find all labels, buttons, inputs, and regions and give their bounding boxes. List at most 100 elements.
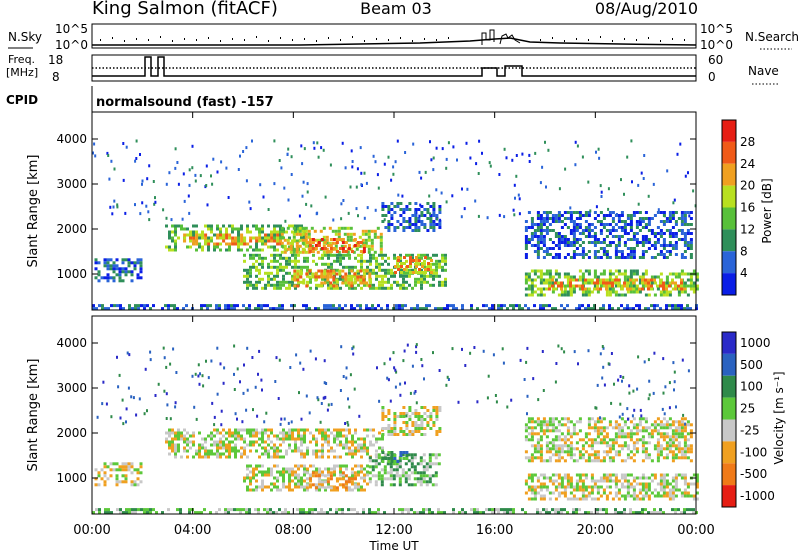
colorbar-swatch — [722, 185, 736, 208]
heatmap-cell — [542, 287, 546, 291]
heatmap-cell — [294, 440, 297, 444]
heatmap-cell — [635, 432, 639, 436]
heatmap-cell — [338, 508, 341, 512]
heatmap-cell — [563, 473, 567, 477]
heatmap-cell — [345, 467, 348, 471]
heatmap-cell — [605, 444, 609, 448]
heatmap-cell — [401, 307, 404, 311]
heatmap-cell — [362, 508, 365, 512]
heatmap-cell — [587, 241, 591, 244]
heatmap-cell — [551, 426, 555, 430]
heatmap-cell — [230, 508, 233, 512]
heatmap-cell — [372, 253, 375, 257]
heatmap-cell — [273, 485, 276, 489]
heatmap-cell — [590, 229, 594, 232]
heatmap-cell — [620, 253, 624, 256]
heatmap-cell — [366, 206, 369, 210]
heatmap-cell — [668, 482, 672, 486]
heatmap-cell — [677, 423, 681, 427]
heatmap-cell — [363, 449, 366, 453]
heatmap-cell — [689, 211, 693, 214]
heatmap-cell — [402, 430, 406, 433]
heatmap-cell — [264, 473, 267, 477]
heatmap-cell — [557, 238, 561, 241]
heatmap-cell — [255, 224, 258, 228]
heatmap-cell — [581, 491, 585, 495]
heatmap-cell — [255, 280, 258, 284]
heatmap-cell — [273, 464, 276, 468]
heatmap-cell — [415, 259, 418, 262]
heatmap-cell — [563, 290, 567, 294]
heatmap-cell — [617, 426, 621, 430]
heatmap-cell — [408, 202, 412, 205]
heatmap-cell — [162, 346, 165, 350]
heatmap-cell — [210, 227, 213, 231]
heatmap-cell — [416, 462, 420, 466]
heatmap-cell — [288, 271, 291, 275]
heatmap-cell — [163, 356, 166, 360]
freq-label-line1: Freq. — [8, 53, 35, 66]
heatmap-cell — [124, 462, 128, 466]
heatmap-cell — [542, 429, 546, 433]
heatmap-cell — [390, 178, 393, 182]
heatmap-cell — [318, 256, 321, 260]
heatmap-cell — [337, 229, 341, 233]
heatmap-cell — [195, 449, 198, 453]
heatmap-cell — [671, 453, 675, 457]
heatmap-cell — [313, 146, 316, 150]
heatmap-cell — [566, 426, 570, 430]
heatmap-cell — [542, 476, 546, 480]
heatmap-cell — [330, 467, 333, 471]
heatmap-cell — [215, 304, 218, 308]
heatmap-cell — [680, 220, 684, 223]
heatmap-cell — [279, 224, 282, 228]
heatmap-cell — [632, 453, 636, 457]
heatmap-cell — [321, 428, 324, 432]
heatmap-cell — [686, 272, 690, 276]
heatmap-cell — [198, 236, 201, 240]
heatmap-cell — [303, 256, 306, 260]
heatmap-cell — [560, 304, 563, 308]
heatmap-cell — [380, 477, 384, 481]
heatmap-cell — [366, 428, 369, 432]
heatmap-cell — [297, 253, 300, 257]
heatmap-cell — [204, 239, 208, 243]
heatmap-cell — [539, 304, 542, 308]
heatmap-cell — [340, 226, 344, 230]
heatmap-cell — [689, 281, 693, 285]
heatmap-cell — [527, 241, 531, 244]
heatmap-cell — [363, 440, 366, 444]
heatmap-cell — [488, 161, 491, 165]
heatmap-cell — [545, 287, 548, 291]
heatmap-cell — [106, 276, 110, 280]
heatmap-cell — [692, 269, 696, 273]
heatmap-cell — [297, 265, 300, 269]
heatmap-cell — [554, 417, 558, 421]
heatmap-cell — [251, 356, 254, 359]
heatmap-cell — [671, 226, 675, 229]
heatmap-cell — [479, 511, 482, 515]
heatmap-cell — [554, 281, 557, 285]
heatmap-cell — [623, 485, 627, 489]
heatmap-cell — [611, 497, 615, 501]
heatmap-cell — [629, 508, 632, 512]
heatmap-cell — [135, 139, 138, 143]
heatmap-cell — [620, 417, 624, 421]
heatmap-cell — [629, 482, 633, 486]
heatmap-cell — [445, 200, 448, 204]
heatmap-cell — [551, 278, 554, 282]
heatmap-cell — [192, 455, 195, 459]
heatmap-cell — [396, 139, 399, 143]
heatmap-cell — [252, 434, 255, 438]
heatmap-cell — [569, 290, 573, 294]
heatmap-cell — [320, 508, 323, 512]
heatmap-cell — [671, 479, 675, 483]
heatmap-cell — [566, 226, 570, 229]
heatmap-cell — [614, 494, 618, 498]
heatmap-cell — [608, 232, 612, 235]
heatmap-cell — [113, 167, 116, 171]
heatmap-cell — [665, 307, 668, 311]
nave-tick-top: 60 — [708, 53, 723, 67]
heatmap-cell — [303, 455, 306, 459]
heatmap-cell — [174, 227, 177, 231]
